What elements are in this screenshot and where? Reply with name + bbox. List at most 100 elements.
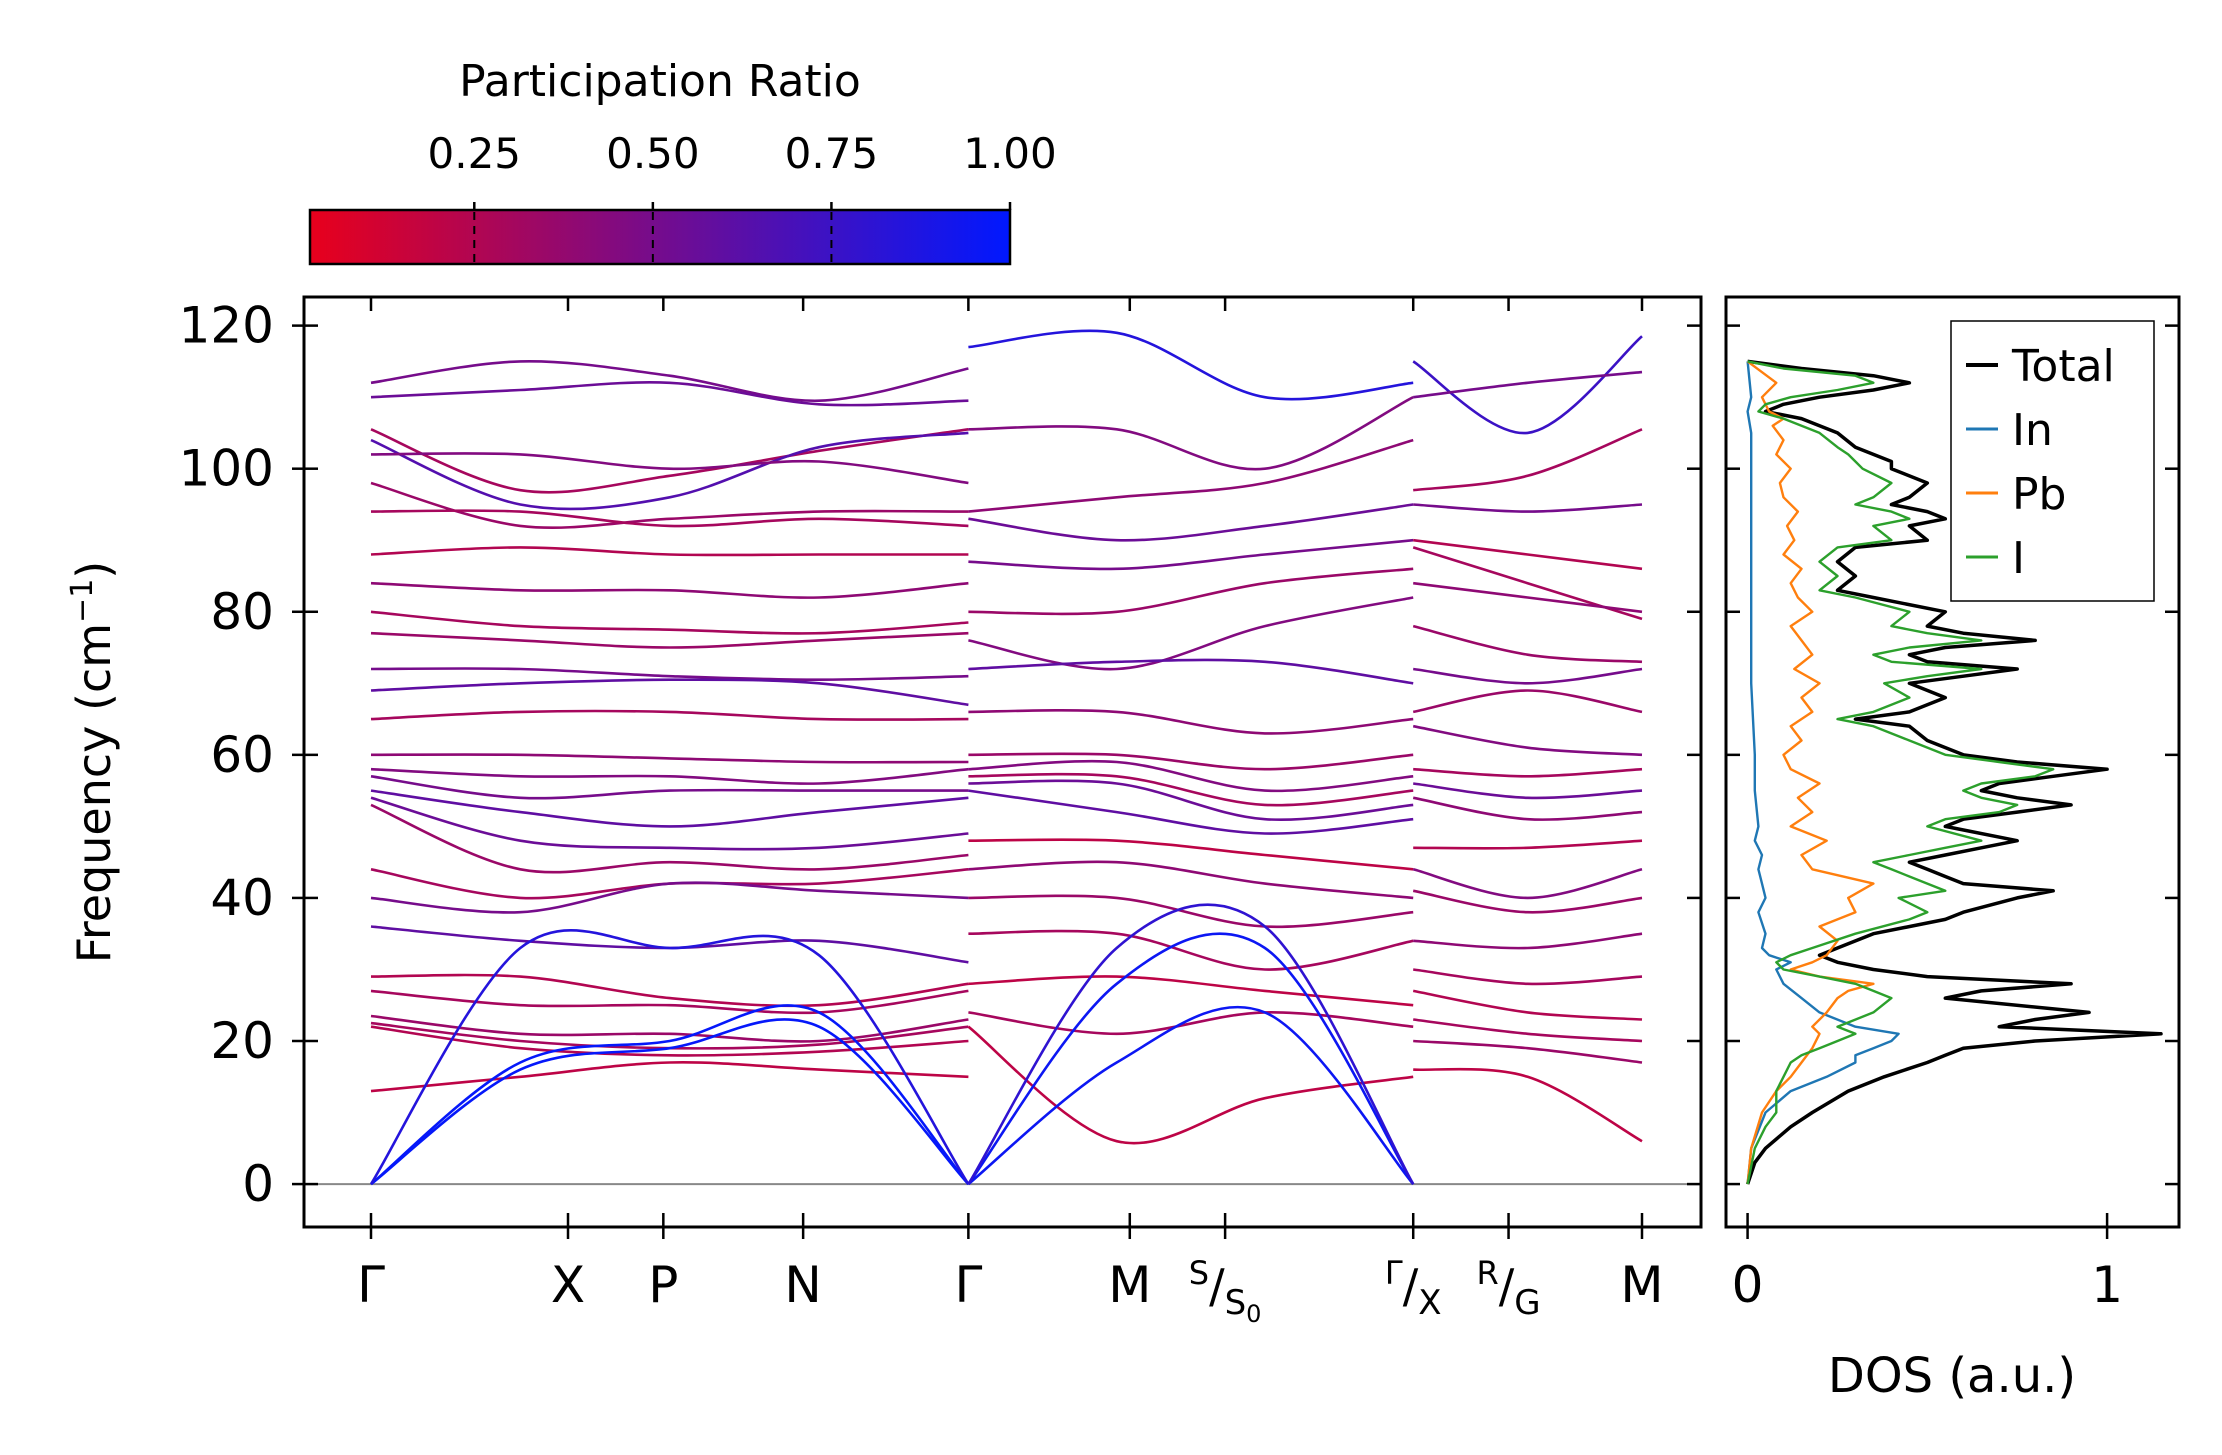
dos-x-axis-label: DOS (a.u.) — [1828, 1348, 2076, 1404]
band-y-ticks: 0 20 40 60 80 100 120 — [179, 297, 1701, 1213]
dos-series-in — [1746, 361, 1900, 1185]
phonon-branch — [968, 567, 1414, 616]
phonon-branch — [369, 929, 970, 1185]
phonon-branch — [370, 775, 969, 800]
dos-series-pb — [1746, 360, 1875, 1185]
phonon-branch — [967, 903, 1415, 1185]
legend-frame — [1950, 320, 2155, 602]
phonon-branch — [370, 796, 969, 851]
phonon-branch — [370, 452, 969, 485]
colorbar: Participation Ratio 0.25 0.50 0.75 1.00 — [308, 56, 1057, 266]
phonon-branch — [1412, 546, 1643, 621]
phonon-branch — [968, 929, 1414, 971]
phonon-branch — [370, 925, 969, 964]
phonon-branch — [1413, 767, 1643, 778]
phonon-branch — [967, 1025, 1414, 1145]
kpoint-label: R/G — [1476, 1254, 1540, 1323]
band-x-ticks: Γ X P N Γ M S/S0 Γ/X R/G M — [357, 297, 1664, 1328]
dos-x-tick-label: 0 — [1732, 1256, 1764, 1314]
phonon-branch — [968, 503, 1414, 542]
band-axes-frame — [302, 295, 1703, 1229]
y-tick-label: 60 — [210, 726, 274, 784]
colorbar-ticks: 0.25 0.50 0.75 1.00 — [428, 129, 1057, 262]
colorbar-gradient — [308, 208, 1012, 266]
phonon-branch — [968, 329, 1414, 401]
phonon-branch — [370, 973, 969, 1008]
phonon-branch — [1413, 968, 1643, 986]
y-tick-label: 120 — [179, 297, 274, 355]
phonon-branch — [968, 894, 1414, 929]
legend-label: I — [2012, 533, 2025, 584]
phonon-branch — [370, 581, 969, 599]
colorbar-tick-label: 0.75 — [785, 129, 879, 178]
kpoint-label: M — [1108, 1256, 1151, 1314]
phonon-branch — [968, 658, 1414, 685]
colorbar-tick-label: 1.00 — [963, 129, 1057, 178]
kpoint-label: Γ/X — [1385, 1254, 1442, 1323]
dos-series-total — [1745, 359, 2163, 1185]
phonon-branch — [370, 631, 969, 649]
phonon-branch — [370, 610, 969, 635]
phonon-branch — [1412, 689, 1643, 714]
kpoint-label: N — [784, 1256, 821, 1314]
phonon-branch — [1413, 839, 1643, 850]
phonon-branch — [1413, 1067, 1643, 1143]
phonon-branch — [370, 753, 969, 764]
kpoint-label: M — [1620, 1256, 1663, 1314]
phonon-branch — [1413, 932, 1643, 950]
legend-label: Pb — [2012, 469, 2066, 520]
phonon-branch — [968, 789, 1414, 835]
phonon-branch — [370, 789, 969, 828]
colorbar-tick-label: 0.50 — [606, 129, 700, 178]
phonon-branch — [1412, 868, 1643, 900]
phonon-branch — [370, 678, 969, 707]
phonon-branch — [1413, 1018, 1643, 1043]
phonon-branch — [968, 1011, 1414, 1036]
y-axis-label: Frequency (cm−1) — [65, 561, 121, 964]
phonon-branch — [968, 396, 1414, 471]
phonon-branch — [968, 709, 1414, 735]
phonon-branch — [1413, 503, 1643, 513]
phonon-branch — [370, 481, 969, 529]
dos-lines — [1745, 359, 2163, 1185]
phonon-branch — [1413, 538, 1643, 571]
phonon-branch — [968, 759, 1414, 793]
y-tick-label: 80 — [210, 583, 274, 641]
phonon-branch — [370, 881, 969, 914]
phonon-branch — [370, 803, 969, 874]
y-tick-label: 40 — [210, 869, 274, 927]
phonon-branch — [1413, 667, 1643, 685]
phonon-branch — [370, 1018, 970, 1186]
phonon-branch — [968, 752, 1414, 771]
y-axis-label-sup: −1 — [65, 579, 100, 623]
phonon-branch — [1412, 989, 1643, 1021]
y-axis-label-close: ) — [67, 561, 121, 579]
kpoint-label: X — [551, 1256, 585, 1314]
band-structure-panel: 0 20 40 60 80 100 120 Γ X P N Γ M S/S0 Γ/X R/G M Freque… — [65, 295, 1703, 1328]
phonon-branch — [370, 1025, 969, 1057]
phonon-branch — [370, 1004, 970, 1186]
kpoint-label: P — [648, 1256, 678, 1314]
phonon-branch — [968, 772, 1414, 807]
phonon-branch — [1412, 796, 1643, 821]
y-tick-label: 0 — [242, 1155, 274, 1213]
phonon-branch — [370, 431, 969, 511]
phonon-branch — [968, 438, 1414, 513]
legend-label: In — [2012, 405, 2053, 456]
phonon-branch — [968, 779, 1414, 822]
colorbar-tick-label: 0.25 — [428, 129, 522, 178]
phonon-branch — [1413, 428, 1643, 492]
phonon-branch — [370, 989, 969, 1015]
kpoint-label: S/S0 — [1189, 1254, 1262, 1328]
y-tick-label: 100 — [179, 440, 274, 498]
phonon-branch — [1412, 724, 1643, 757]
phonon-branch — [370, 428, 969, 494]
kpoint-label: Γ — [357, 1256, 385, 1314]
phonon-branch — [1413, 782, 1643, 800]
phonon-branch — [370, 1014, 969, 1043]
phonon-branch — [968, 975, 1414, 1007]
dos-legend: Total In Pb I — [1950, 320, 2155, 602]
phonon-branch — [1412, 335, 1643, 435]
phonon-branch — [968, 860, 1414, 900]
